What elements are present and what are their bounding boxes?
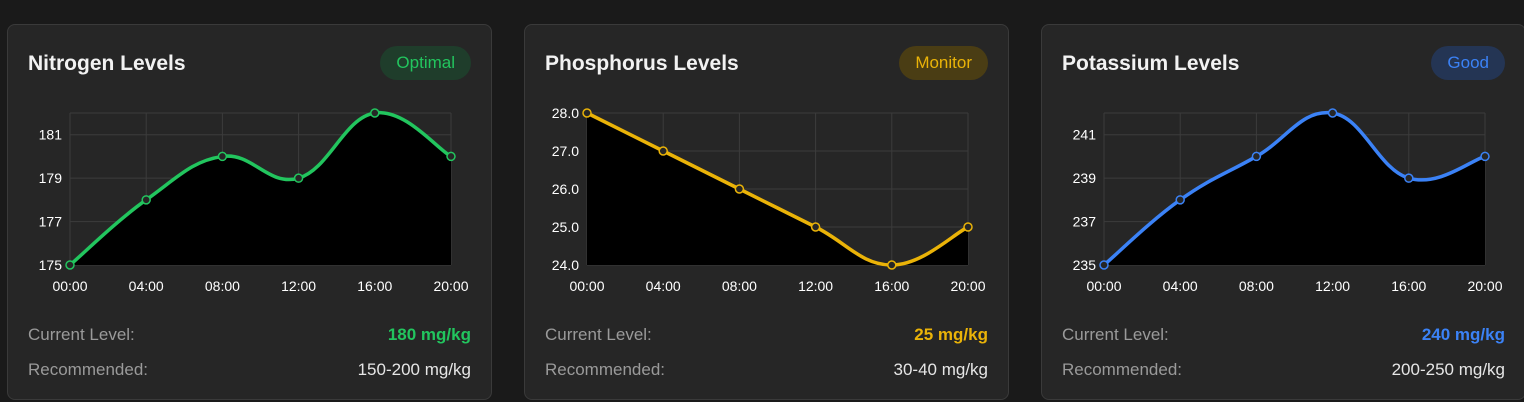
y-tick-label: 26.0 (552, 181, 579, 197)
x-tick-label: 20:00 (433, 278, 468, 294)
y-tick-label: 24.0 (552, 257, 579, 273)
data-point (141, 195, 151, 205)
y-tick-label: 28.0 (552, 105, 579, 121)
y-tick-label: 25.0 (552, 219, 579, 235)
x-tick-label: 08:00 (722, 278, 757, 294)
y-tick-label: 177 (39, 214, 63, 230)
x-tick-label: 12:00 (1315, 278, 1350, 294)
data-point (446, 151, 456, 162)
data-point (1251, 151, 1262, 162)
series-line (1102, 110, 1486, 267)
data-point (582, 108, 592, 118)
series-line (586, 111, 969, 267)
data-point (810, 222, 821, 232)
current-level-value: 240 mg/kg (1421, 325, 1505, 344)
data-point (1480, 151, 1490, 162)
x-tick-label: 08:00 (1239, 278, 1274, 294)
x-tick-label: 12:00 (798, 278, 833, 294)
recommended-label: Recommended: (545, 360, 666, 379)
x-tick-label: 00:00 (52, 278, 87, 294)
y-tick-label: 181 (39, 127, 63, 143)
phosphorus-card: Phosphorus Levels Monitor 24.0 25.0 26.0 27… (524, 24, 1009, 400)
nitrogen-card: Nitrogen Levels Optimal 175 177 179 181 00:0… (7, 24, 492, 400)
y-tick-label: 235 (1073, 257, 1097, 273)
card-title: Potassium Levels (1062, 52, 1240, 75)
card-title: Nitrogen Levels (28, 52, 186, 75)
current-level-label: Current Level: (545, 325, 652, 344)
x-tick-label: 16:00 (874, 278, 909, 294)
y-tick-label: 175 (39, 257, 63, 273)
data-point (217, 151, 228, 162)
card-title: Phosphorus Levels (545, 52, 739, 75)
current-level-label: Current Level: (28, 325, 135, 344)
recommended-label: Recommended: (1062, 360, 1183, 379)
line-chart: 235 237 239 241 00:00 04:00 08:00 12:00 16:00 20:… (1073, 108, 1503, 294)
data-point (65, 260, 75, 270)
x-tick-label: 04:00 (129, 278, 164, 294)
x-tick-label: 00:00 (569, 278, 604, 294)
data-point (1099, 260, 1109, 270)
recommended-value: 30-40 mg/kg (893, 360, 989, 379)
y-tick-label: 239 (1073, 170, 1097, 186)
potassium-card: Potassium Levels Good 235 237 239 241 00:00 0… (1041, 24, 1524, 400)
data-point (658, 146, 668, 156)
x-tick-label: 04:00 (646, 278, 681, 294)
x-tick-label: 16:00 (357, 278, 392, 294)
x-tick-label: 20:00 (950, 278, 985, 294)
area-fill (70, 112, 451, 265)
status-badge: Monitor (899, 46, 988, 80)
data-point (370, 108, 380, 118)
data-point (963, 222, 973, 232)
recommended-value: 150-200 mg/kg (357, 360, 471, 379)
data-point (1175, 195, 1185, 205)
y-tick-label: 27.0 (552, 143, 579, 159)
area-fill (587, 113, 968, 265)
y-tick-label: 241 (1073, 127, 1097, 143)
data-point (734, 184, 745, 194)
status-badge: Good (1431, 46, 1505, 80)
current-level-value: 180 mg/kg (387, 325, 471, 344)
x-tick-label: 04:00 (1163, 278, 1198, 294)
x-tick-label: 12:00 (281, 278, 316, 294)
current-level-value: 25 mg/kg (914, 325, 988, 344)
y-tick-label: 179 (39, 170, 63, 186)
data-point (293, 173, 304, 183)
line-chart: 24.0 25.0 26.0 27.0 28.0 00:00 04:00 08:00 12:00… (552, 105, 986, 294)
recommended-value: 200-250 mg/kg (1391, 360, 1505, 379)
line-chart: 175 177 179 181 00:00 04:00 08:00 12:00 16:00 20:… (39, 108, 469, 294)
x-tick-label: 16:00 (1391, 278, 1426, 294)
recommended-label: Recommended: (28, 360, 149, 379)
data-point (1327, 108, 1338, 118)
y-tick-label: 237 (1073, 214, 1097, 230)
x-tick-label: 20:00 (1467, 278, 1502, 294)
status-badge: Optimal (380, 46, 471, 80)
data-point (1404, 173, 1414, 183)
current-level-label: Current Level: (1062, 325, 1169, 344)
x-tick-label: 00:00 (1086, 278, 1121, 294)
x-tick-label: 08:00 (205, 278, 240, 294)
area-fill (1104, 112, 1485, 265)
data-point (887, 260, 897, 270)
